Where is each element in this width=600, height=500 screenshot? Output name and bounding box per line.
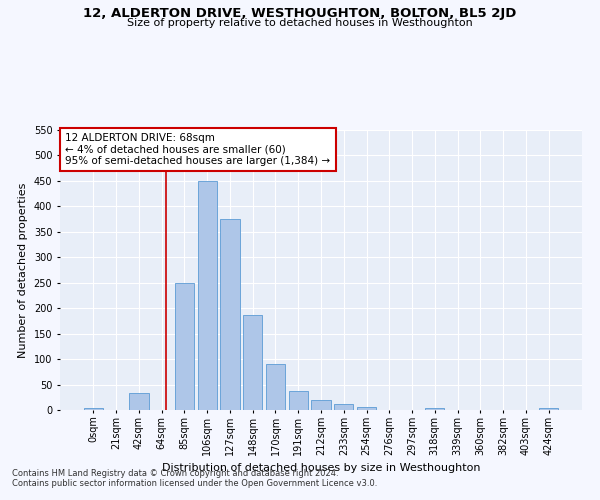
Text: 12, ALDERTON DRIVE, WESTHOUGHTON, BOLTON, BL5 2JD: 12, ALDERTON DRIVE, WESTHOUGHTON, BOLTON…	[83, 8, 517, 20]
Text: Contains HM Land Registry data © Crown copyright and database right 2024.: Contains HM Land Registry data © Crown c…	[12, 468, 338, 477]
Bar	[197, 181, 217, 410]
Bar	[266, 364, 285, 410]
Bar	[84, 408, 103, 410]
Bar	[175, 282, 194, 410]
Bar	[425, 408, 445, 410]
Bar	[334, 404, 353, 410]
Y-axis label: Number of detached properties: Number of detached properties	[18, 182, 28, 358]
Text: Contains public sector information licensed under the Open Government Licence v3: Contains public sector information licen…	[12, 478, 377, 488]
X-axis label: Distribution of detached houses by size in Westhoughton: Distribution of detached houses by size …	[162, 464, 480, 473]
Bar	[357, 408, 376, 410]
Bar	[129, 393, 149, 410]
Text: Size of property relative to detached houses in Westhoughton: Size of property relative to detached ho…	[127, 18, 473, 28]
Bar	[289, 390, 308, 410]
Bar	[539, 408, 558, 410]
Bar	[243, 315, 262, 410]
Bar	[220, 219, 239, 410]
Text: 12 ALDERTON DRIVE: 68sqm
← 4% of detached houses are smaller (60)
95% of semi-de: 12 ALDERTON DRIVE: 68sqm ← 4% of detache…	[65, 133, 331, 166]
Bar	[311, 400, 331, 410]
